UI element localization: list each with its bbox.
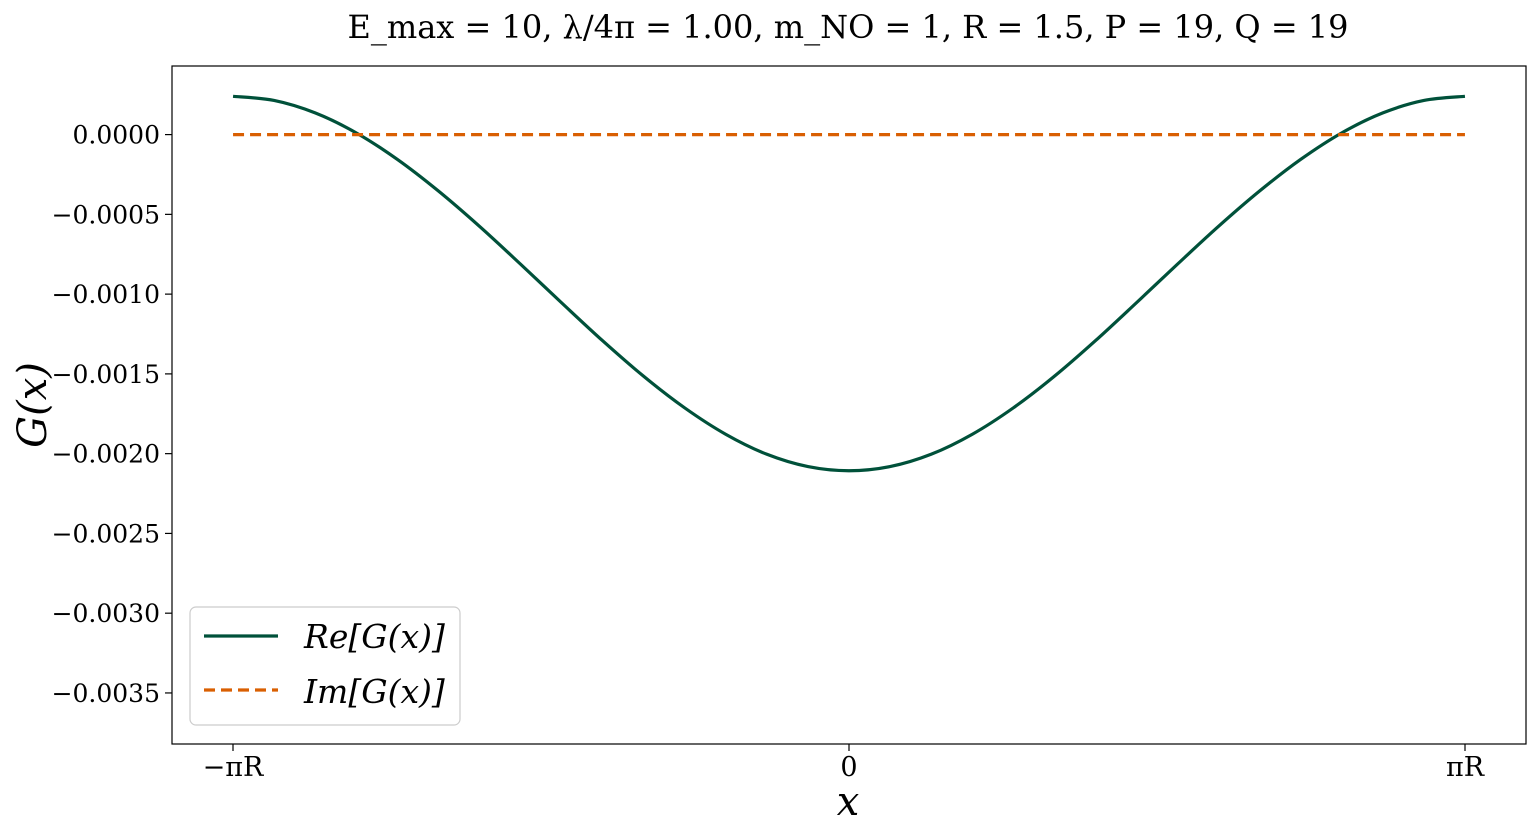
y-tick-label: −0.0005: [52, 200, 160, 229]
y-tick-label: −0.0010: [52, 280, 160, 309]
chart-title: E_max = 10, λ/4π = 1.00, m_NO = 1, R = 1…: [347, 8, 1348, 46]
y-tick-label: −0.0015: [52, 360, 160, 389]
y-tick-label: 0.0000: [73, 121, 160, 150]
x-tick-label: πR: [1446, 752, 1485, 783]
y-tick-label: −0.0035: [52, 679, 160, 708]
y-tick-label: −0.0030: [52, 599, 160, 628]
y-axis-label: G(x): [10, 362, 56, 448]
series-layer: [232, 94, 1466, 473]
y-axis-ticks: 0.0000 −0.0005 −0.0010 −0.0015 −0.0020 −0.002…: [52, 121, 172, 708]
legend-label-re: Re[G(x)]: [303, 617, 445, 656]
x-axis-ticks: −πR 0 πR: [203, 744, 1485, 783]
series-re-line: [232, 94, 1466, 473]
legend: Re[G(x)] Im[G(x)]: [189, 606, 461, 726]
y-tick-label: −0.0020: [52, 440, 160, 469]
y-tick-label: −0.0025: [52, 519, 160, 548]
x-tick-label: −πR: [203, 752, 264, 783]
legend-label-im: Im[G(x)]: [303, 672, 445, 711]
x-axis-label: x: [837, 779, 860, 825]
x-tick-label: 0: [840, 752, 857, 783]
